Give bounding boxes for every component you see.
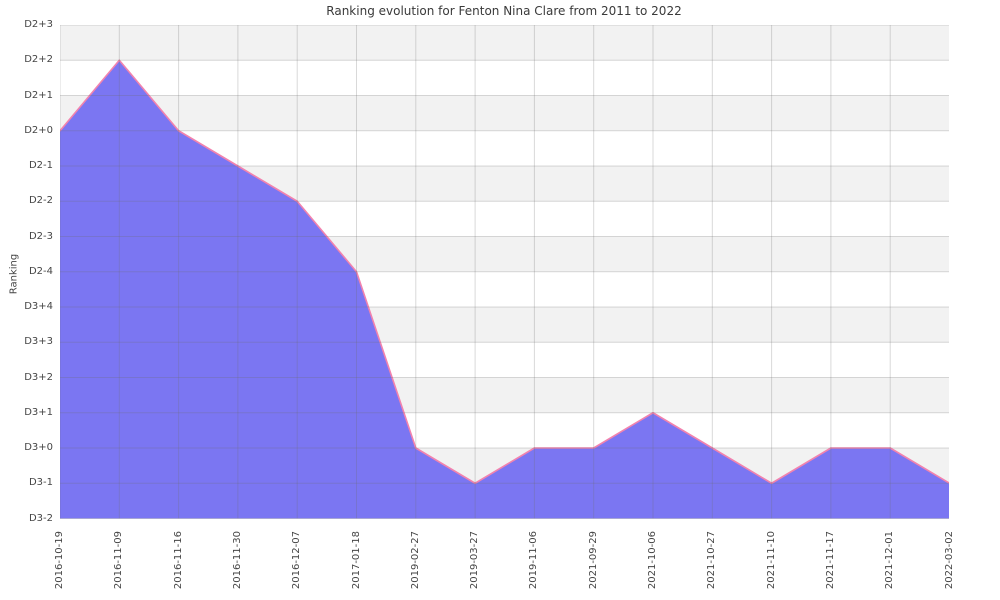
x-tick-label: 2016-11-16 — [172, 531, 184, 590]
x-tick-label: 2021-10-27 — [706, 531, 718, 590]
x-tick-label: 2016-11-09 — [113, 531, 125, 590]
x-tick-label: 2021-10-06 — [647, 531, 658, 590]
background-band — [59, 25, 949, 61]
y-tick-label: D3-2 — [28, 512, 53, 524]
y-tick-label: D2-4 — [28, 265, 53, 277]
y-tick-label: D3+1 — [24, 406, 53, 418]
ranking-line — [59, 59, 949, 485]
x-tick-label: 2022-03-02 — [943, 531, 955, 590]
y-tick-label: D2+1 — [24, 89, 53, 101]
y-tick-label: D3-1 — [28, 477, 53, 489]
y-tick-label: D2+0 — [24, 124, 53, 136]
background-band — [59, 60, 949, 96]
x-tick-label: 2016-12-07 — [291, 531, 303, 590]
chart-title: Ranking evolution for Fenton Nina Clare … — [326, 4, 682, 18]
x-tick-label: 2021-11-10 — [765, 531, 777, 590]
y-tick-label: D2-1 — [28, 160, 53, 171]
background-band — [59, 95, 949, 132]
x-tick-label: 2016-11-30 — [231, 531, 243, 590]
x-tick-label: 2019-03-27 — [469, 531, 481, 590]
y-tick-label: D2-2 — [28, 195, 53, 207]
y-tick-label: D3+3 — [24, 336, 53, 348]
y-tick-label: D2+2 — [24, 54, 53, 66]
x-tick-label: 2019-02-27 — [409, 531, 421, 590]
x-tick-label: 2017-01-18 — [350, 531, 362, 590]
x-tick-label: 2019-11-06 — [528, 531, 540, 590]
x-tick-label: 2016-10-19 — [54, 531, 65, 590]
y-tick-label: D2-3 — [28, 230, 53, 242]
y-tick-label: D3+0 — [24, 442, 53, 453]
x-tick-label: 2021-12-01 — [884, 531, 896, 590]
plot-area — [59, 25, 949, 519]
x-tick-label: 2021-11-17 — [824, 531, 836, 590]
y-tick-label: D3+2 — [24, 371, 53, 383]
y-tick-label: D3+4 — [24, 301, 53, 312]
x-tick-label: 2021-09-29 — [587, 531, 599, 590]
y-tick-label: D2+3 — [24, 19, 53, 30]
ranking-area-fill — [59, 60, 949, 519]
